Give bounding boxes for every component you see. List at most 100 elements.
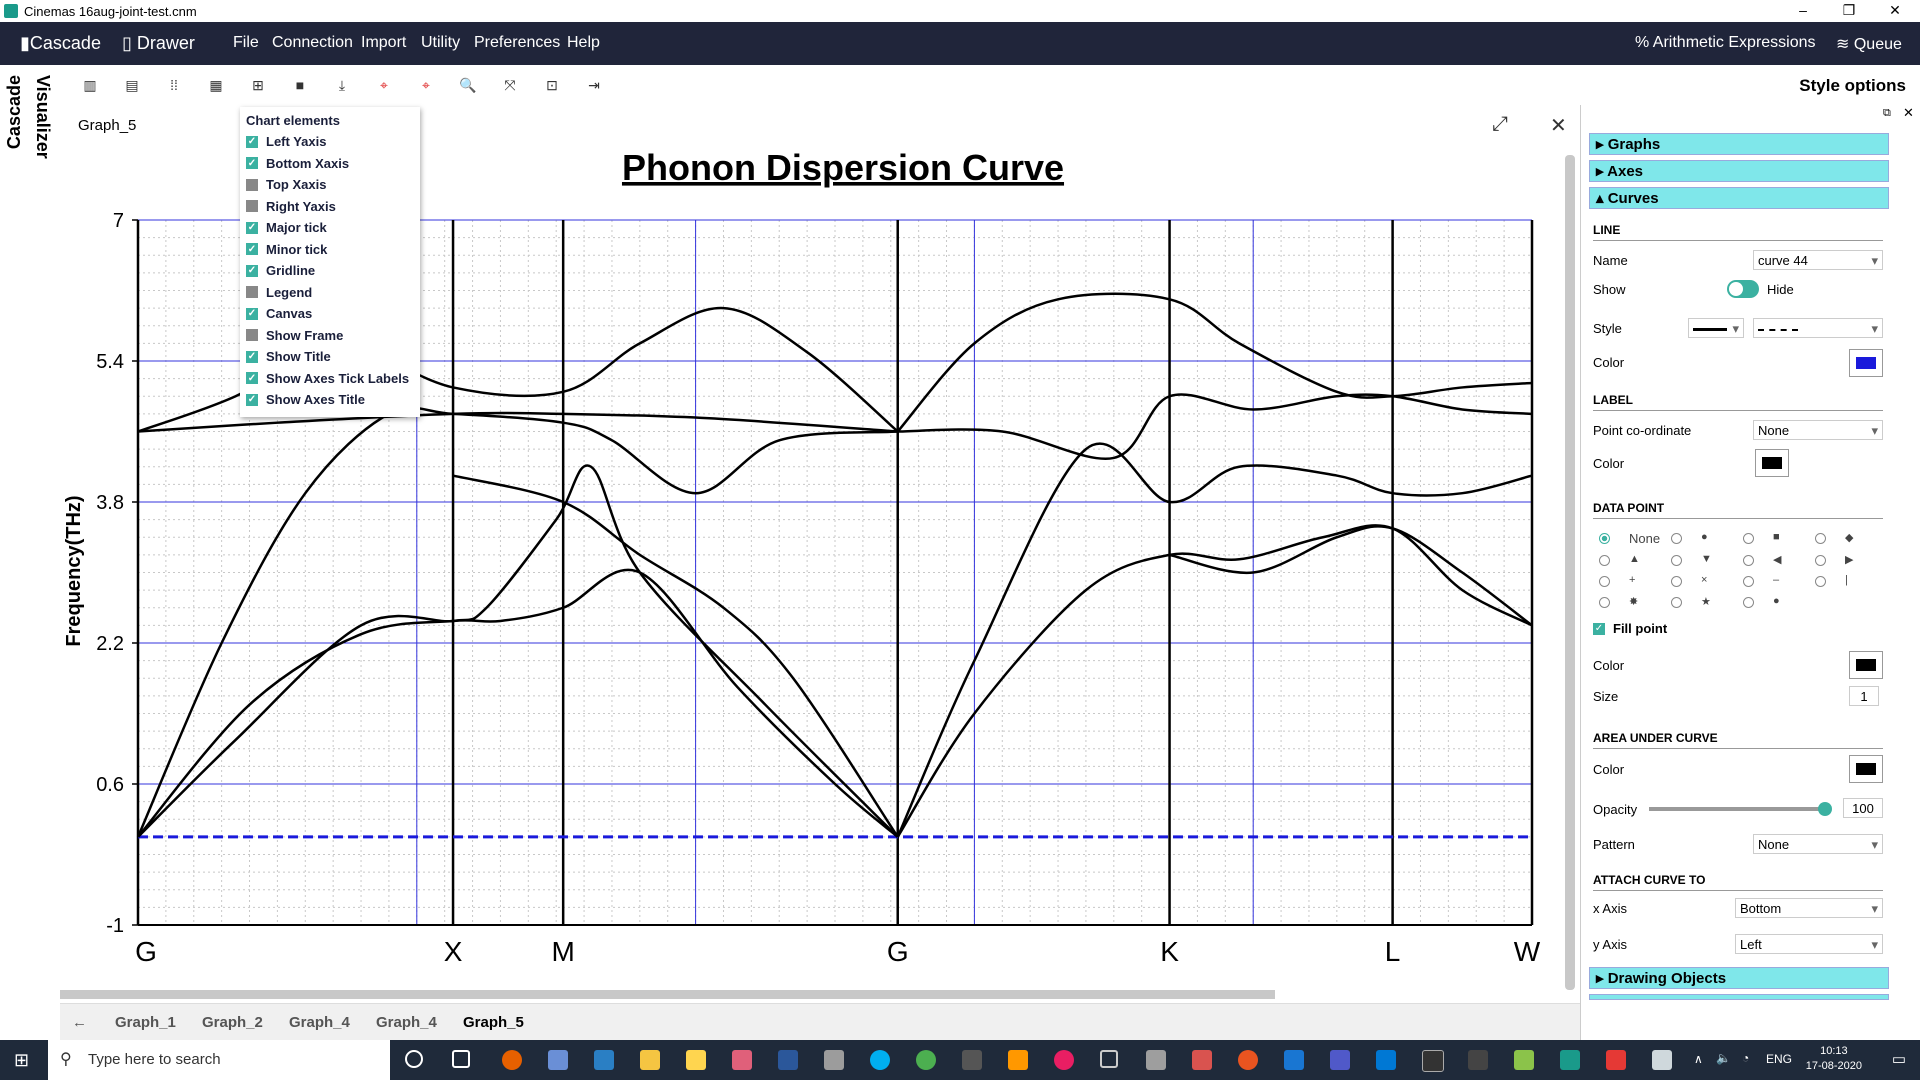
grid-select-icon[interactable]: ⊡ [546, 76, 558, 93]
dispersion-chart[interactable]: Phonon Dispersion Curve Frequency(THz) 7… [60, 105, 1560, 985]
marker-radio[interactable] [1743, 597, 1754, 608]
tab-graph-5[interactable]: Graph_5 [463, 1014, 524, 1031]
app-icon-2[interactable] [594, 1050, 614, 1070]
language-indicator[interactable]: ENG [1766, 1052, 1793, 1066]
chart-element-option[interactable]: ✓ Show Axes Title [246, 392, 365, 407]
download-icon[interactable]: ⤓ [338, 76, 346, 93]
marker-radio[interactable] [1815, 533, 1826, 544]
app-icon-10[interactable] [1146, 1050, 1166, 1070]
chart-element-option[interactable]: Right Yaxis [246, 199, 336, 214]
app-icon-4[interactable] [732, 1050, 752, 1070]
menu-preferences[interactable]: Preferences [474, 34, 561, 51]
chart-element-option[interactable]: Top Xaxis [246, 177, 326, 192]
marker-radio[interactable] [1815, 555, 1826, 566]
fill-point-checkbox[interactable]: ✓ Fill point [1593, 621, 1667, 636]
menu-utility[interactable]: Utility [421, 34, 461, 51]
marker-radio[interactable] [1599, 576, 1610, 587]
add-icon[interactable]: ⊞ [252, 76, 264, 93]
tabs-scroll-left-icon[interactable]: ← [72, 1014, 87, 1031]
chart-element-option[interactable]: ✓ Left Yaxis [246, 134, 326, 149]
maximize-button[interactable]: ❐ [1842, 2, 1856, 18]
chart-element-option[interactable]: ✓ Major tick [246, 220, 327, 235]
chrome-icon[interactable] [916, 1050, 936, 1070]
clock[interactable]: 10:13 17-08-2020 [1806, 1044, 1862, 1074]
checkbox-checked-icon[interactable]: ✓ [246, 243, 258, 255]
section-drawing-objects[interactable]: ▸ Drawing Objects [1589, 967, 1889, 989]
chart-element-option[interactable]: ✓ Gridline [246, 263, 315, 278]
checkbox-checked-icon[interactable]: ✓ [246, 264, 258, 277]
graph-tab-label[interactable]: Graph_5 [78, 117, 137, 134]
visualizer-side-tab[interactable]: Visualizer [33, 75, 53, 159]
section-axes[interactable]: ▸ Axes [1589, 160, 1889, 182]
cascade-menu[interactable]: ▮Cascade [20, 33, 101, 53]
scatter-icon[interactable]: ⁞⁞ [170, 77, 178, 93]
chart-element-option[interactable]: ✓ Minor tick [246, 242, 327, 257]
menu-connection[interactable]: Connection [272, 34, 353, 51]
vertical-scrollbar[interactable] [1565, 155, 1575, 990]
chart-element-option[interactable]: ✓ Bottom Xaxis [246, 156, 349, 171]
tab-graph-1[interactable]: Graph_1 [115, 1014, 176, 1031]
marker-radio[interactable] [1599, 555, 1610, 566]
panel-close-icon[interactable]: ✕ [1903, 105, 1914, 120]
app-icon-3[interactable] [686, 1050, 706, 1070]
area-color-swatch[interactable] [1849, 755, 1883, 783]
point-size-input[interactable]: 1 [1849, 686, 1879, 706]
app-icon-8[interactable] [1054, 1050, 1074, 1070]
powershell-icon[interactable] [1284, 1050, 1304, 1070]
tab-graph-4b[interactable]: Graph_4 [376, 1014, 437, 1031]
section-next[interactable] [1589, 994, 1889, 1000]
stacked-bar-icon[interactable]: ▤ [125, 76, 139, 93]
panel-pin-icon[interactable]: ⧉ [1883, 107, 1891, 119]
skype-icon[interactable] [870, 1050, 890, 1070]
point-coordinate-select[interactable]: None [1753, 420, 1883, 441]
chart-element-option[interactable]: ✓ Show Title [246, 349, 331, 364]
graph-close-icon[interactable]: ✕ [1550, 115, 1567, 137]
vscode-icon[interactable] [1376, 1050, 1396, 1070]
label-color-swatch[interactable] [1755, 449, 1789, 477]
bar-chart-icon[interactable]: ▥ [83, 76, 97, 93]
checkbox-checked-icon[interactable]: ✓ [246, 221, 258, 234]
curve-name-select[interactable]: curve 44 [1753, 250, 1883, 271]
app-icon-13[interactable] [1514, 1050, 1534, 1070]
marker-radio[interactable] [1671, 555, 1682, 566]
cascade-side-tab[interactable]: Cascade [4, 75, 24, 150]
line-style-select[interactable] [1688, 318, 1744, 339]
section-curves[interactable]: ▴ Curves [1589, 187, 1889, 209]
acrobat-icon[interactable] [1606, 1050, 1626, 1070]
app-icon-9[interactable] [1100, 1050, 1118, 1068]
x-axis-select[interactable]: Bottom [1735, 898, 1883, 919]
checkbox-checked-icon[interactable]: ✓ [246, 350, 258, 363]
show-hide-toggle[interactable] [1727, 280, 1759, 298]
pattern-select[interactable]: None [1753, 834, 1883, 855]
expand-icon[interactable]: ⤢ [1492, 113, 1508, 135]
menu-import[interactable]: Import [361, 34, 407, 51]
marker-radio[interactable] [1743, 555, 1754, 566]
dash-style-select[interactable] [1753, 318, 1883, 339]
point-color-swatch[interactable] [1849, 651, 1883, 679]
wifi-icon[interactable]: ◔ [1742, 1051, 1750, 1065]
line-color-swatch[interactable] [1849, 349, 1883, 377]
checkbox-checked-icon[interactable]: ✓ [246, 372, 258, 384]
app-icon-6[interactable] [962, 1050, 982, 1070]
marker-radio[interactable] [1599, 597, 1610, 608]
firefox-icon[interactable] [502, 1050, 522, 1070]
histogram-icon[interactable]: ▦ [209, 76, 223, 93]
checkbox-checked-icon[interactable]: ✓ [246, 307, 258, 320]
zoom-icon[interactable]: 🔍 [459, 76, 477, 93]
crosshair-icon[interactable]: ⌖ [380, 76, 388, 93]
close-button[interactable]: ✕ [1889, 2, 1901, 18]
queue-button[interactable]: ≋ Queue [1836, 36, 1902, 53]
marker-radio[interactable] [1815, 576, 1826, 587]
app-icon-7[interactable] [1008, 1050, 1028, 1070]
checkbox-unchecked-icon[interactable] [246, 286, 258, 298]
chart-element-option[interactable]: Show Frame [246, 328, 343, 343]
app-icon-12[interactable] [1422, 1050, 1444, 1072]
chart-element-option[interactable]: ✓ Canvas [246, 306, 312, 321]
y-axis-select[interactable]: Left [1735, 934, 1883, 955]
arithmetic-expressions-button[interactable]: % Arithmetic Expressions [1635, 34, 1816, 51]
volume-icon[interactable]: 🔈 [1716, 1051, 1731, 1065]
minimize-button[interactable]: – [1799, 2, 1807, 18]
drawer-menu[interactable]: ▯ Drawer [122, 33, 195, 53]
ubuntu-icon[interactable] [1238, 1050, 1258, 1070]
app-icon-1[interactable] [548, 1050, 568, 1070]
